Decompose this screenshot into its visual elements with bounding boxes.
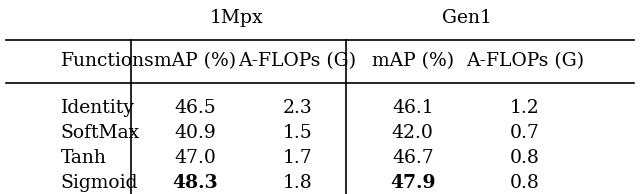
Text: 2.3: 2.3: [283, 99, 312, 117]
Text: 0.7: 0.7: [510, 124, 540, 142]
Text: 46.7: 46.7: [392, 149, 434, 167]
Text: 0.8: 0.8: [510, 174, 540, 192]
Text: 1.2: 1.2: [510, 99, 540, 117]
Text: Functions: Functions: [61, 52, 154, 70]
Text: Tanh: Tanh: [61, 149, 107, 167]
Text: 1.8: 1.8: [283, 174, 312, 192]
Text: A-FLOPs (G): A-FLOPs (G): [239, 52, 356, 70]
Text: 1.5: 1.5: [283, 124, 312, 142]
Text: Gen1: Gen1: [442, 9, 492, 27]
Text: mAP (%): mAP (%): [154, 52, 236, 70]
Text: A-FLOPs (G): A-FLOPs (G): [466, 52, 584, 70]
Text: 48.3: 48.3: [172, 174, 218, 192]
Text: 47.0: 47.0: [174, 149, 216, 167]
Text: 1.7: 1.7: [283, 149, 312, 167]
Text: 46.5: 46.5: [174, 99, 216, 117]
Text: SoftMax: SoftMax: [61, 124, 140, 142]
Text: Sigmoid: Sigmoid: [61, 174, 138, 192]
Text: mAP (%): mAP (%): [372, 52, 454, 70]
Text: 46.1: 46.1: [392, 99, 434, 117]
Text: 47.9: 47.9: [390, 174, 436, 192]
Text: 40.9: 40.9: [174, 124, 216, 142]
Text: 1Mpx: 1Mpx: [210, 9, 264, 27]
Text: 0.8: 0.8: [510, 149, 540, 167]
Text: 42.0: 42.0: [392, 124, 434, 142]
Text: Identity: Identity: [61, 99, 134, 117]
